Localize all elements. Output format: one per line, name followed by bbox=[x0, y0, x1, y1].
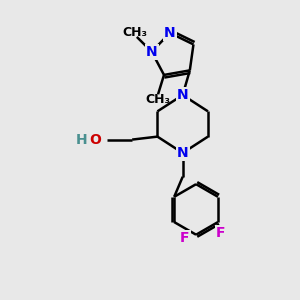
Text: N: N bbox=[164, 26, 176, 40]
Text: H: H bbox=[76, 133, 88, 147]
Text: CH₃: CH₃ bbox=[146, 93, 171, 106]
Text: N: N bbox=[177, 146, 188, 160]
Text: N: N bbox=[146, 45, 158, 59]
Text: F: F bbox=[216, 226, 226, 240]
Text: CH₃: CH₃ bbox=[123, 26, 148, 39]
Text: F: F bbox=[180, 231, 190, 245]
Text: N: N bbox=[177, 88, 188, 102]
Text: O: O bbox=[90, 133, 101, 147]
